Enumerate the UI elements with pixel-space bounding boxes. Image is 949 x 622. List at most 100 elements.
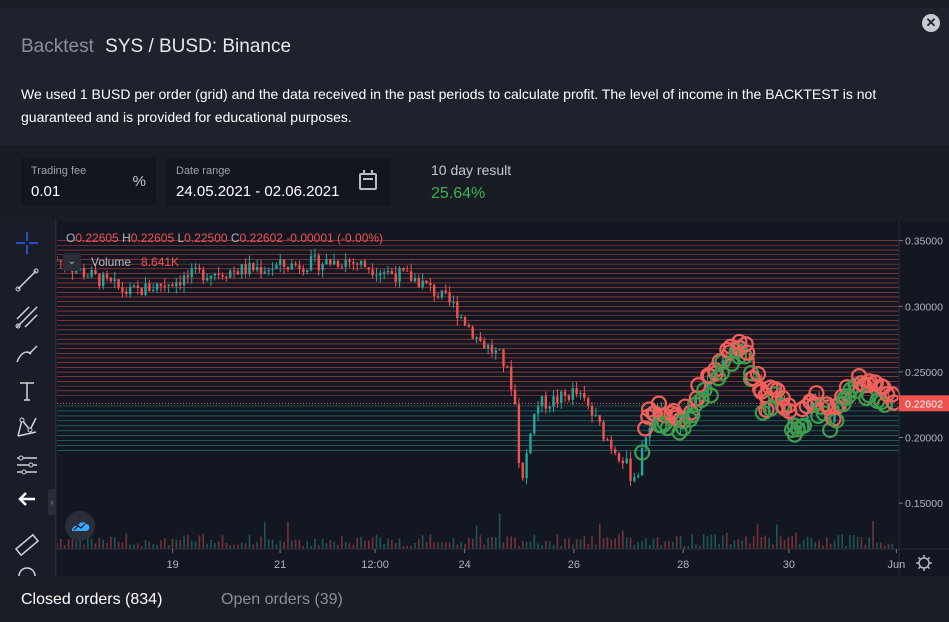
volume-bar [233,544,235,549]
brush-icon[interactable] [13,340,41,368]
trend-line-icon[interactable] [13,266,41,294]
candle-body [544,396,548,409]
trading-fee-label: Trading fee [31,165,87,177]
price-tick-label: 0.35000 [905,236,943,248]
chart-canvas[interactable]: 0.35000 0.30000 0.25000 0.20000 0.15000 0.226… [57,221,949,576]
volume-bar [468,537,470,549]
candle-body [321,264,324,271]
volume-bar [441,542,443,549]
tab-closed-orders[interactable]: Closed orders (834) [21,591,163,608]
date-range-input[interactable]: 24.05.2021 - 02.06.2021 [176,183,340,200]
volume-bar [779,536,782,549]
volume-bar [587,543,589,549]
crosshair-icon[interactable] [13,229,41,257]
candle-body [140,287,143,295]
buy-order-marker [693,391,710,409]
volume-bar [641,540,643,549]
date-range-field[interactable]: Date range 24.05.2021 - 02.06.2021 [166,158,391,206]
candle-body [598,415,601,423]
volume-bar [418,539,420,549]
calendar-icon[interactable] [359,170,377,190]
volume-bar [106,542,108,549]
buy-order-marker [713,364,731,381]
volume-bar [275,544,278,549]
chevron-down-icon[interactable]: ⌄ [63,253,81,271]
candle-body [463,317,467,326]
volume-bar [471,538,474,549]
buy-order-marker [876,396,893,413]
trading-fee-field[interactable]: Trading fee 0.01 % [21,158,156,206]
ruler-icon[interactable] [13,531,41,559]
pattern-icon[interactable] [13,414,41,442]
candle-body [436,296,440,298]
prediction-icon[interactable] [13,451,41,479]
legend-open: 0.22605 [75,231,119,245]
price-chart[interactable]: 0.35000 0.30000 0.25000 0.20000 0.15000 0.226… [57,221,949,576]
pitchfork-icon[interactable] [13,303,41,331]
tab-open-orders[interactable]: Open orders (39) [221,591,343,608]
volume-bar [699,545,701,549]
candle-body [144,283,147,295]
volume-bar [829,543,832,549]
candle-body [486,344,490,349]
volume-bar [333,541,335,549]
volume-bar [367,540,370,549]
candle-body [213,274,217,276]
volume-bar [872,520,874,549]
volume-bar [483,544,486,549]
volume-bar [841,534,844,549]
candle-body [575,388,578,395]
volume-bar [352,544,355,549]
candle-body [490,344,494,353]
candle-body [640,448,644,476]
candle-body [109,277,113,282]
candle-body [236,271,240,275]
volume-bar [221,535,224,549]
tradingview-logo-icon[interactable] [65,511,95,541]
candle-body [105,274,109,278]
volume-bar [148,541,151,549]
volume-bar [75,540,78,549]
text-icon[interactable] [13,377,41,405]
candle-body [178,282,182,286]
volume-legend: ⌄ Volume 8.641K [63,253,179,271]
candle-body [844,394,848,406]
volume-bar [133,544,135,549]
magnet-icon[interactable] [13,566,41,576]
candle-body [282,259,286,267]
trading-fee-input[interactable]: 0.01 [31,183,61,200]
sell-order-marker [749,366,767,383]
sell-order-marker [721,344,738,361]
candle-body [302,269,305,273]
candle-body [829,420,832,423]
candle-body [479,336,482,342]
candle-body [59,260,63,263]
volume-bar [252,544,255,549]
candle-body [159,283,163,286]
candle-body [433,285,436,297]
volume-bar [137,543,139,549]
candle-body [125,291,128,295]
volume-bar [260,536,262,549]
candle-body [394,273,397,282]
candle-body [229,270,232,278]
volume-bar [729,544,732,549]
price-tick-label: 0.20000 [905,432,943,444]
back-arrow-icon[interactable] [13,485,41,513]
volume-value: 8.641K [141,255,180,269]
candle-body [190,268,193,278]
volume-bar [706,535,709,549]
candle-body [621,460,625,464]
volume-bar [756,523,759,549]
volume-bar [710,534,713,549]
candle-body [175,282,178,287]
buy-order-marker [684,407,701,424]
candle-body [498,349,501,351]
volume-bar [645,538,647,549]
close-icon[interactable]: ✕ [922,14,940,32]
candle-body [244,264,247,274]
volume-bar [849,535,851,549]
volume-bar [745,536,747,549]
toolbar-collapse-handle[interactable]: ‹ [48,489,56,515]
volume-bar [695,544,697,549]
